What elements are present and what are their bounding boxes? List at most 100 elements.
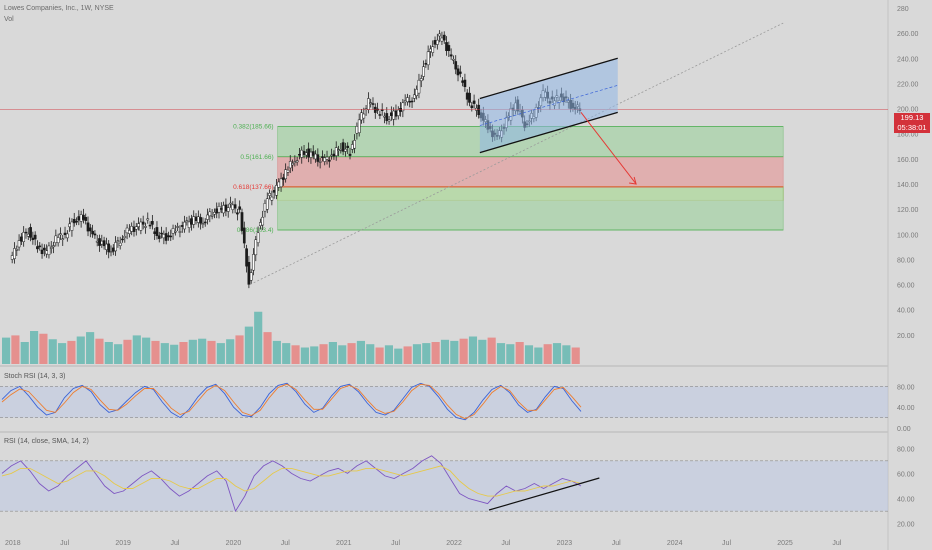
- candle-body: [468, 92, 471, 103]
- channel-lower: [479, 111, 618, 154]
- candle-body: [371, 103, 375, 105]
- volume-bar: [39, 333, 48, 364]
- candle-body: [231, 204, 235, 210]
- candle-body: [415, 89, 419, 96]
- volume-bar: [123, 339, 132, 364]
- candle-body: [33, 234, 37, 240]
- candle-body: [265, 198, 269, 210]
- candle-body: [360, 112, 363, 121]
- last-price-tag: 199.13 05:38:01: [894, 113, 930, 133]
- candle-body: [114, 242, 117, 252]
- bar-countdown: 05:38:01: [897, 123, 927, 132]
- rsi-title[interactable]: RSI (14, close, SMA, 14, 2): [4, 438, 89, 445]
- candle-body: [118, 242, 122, 246]
- volume-bar: [76, 336, 85, 364]
- candle-body: [222, 205, 225, 214]
- volume-bar: [506, 344, 515, 364]
- volume-bar: [67, 340, 76, 364]
- candle-body: [180, 225, 184, 227]
- candle-body: [199, 217, 202, 224]
- candle-body: [321, 156, 324, 158]
- x-tick-label: Jul: [281, 540, 290, 547]
- candle-body: [141, 221, 145, 225]
- candle-body: [463, 79, 467, 88]
- candle-body: [157, 235, 161, 239]
- candle-body: [190, 218, 193, 225]
- candle-body: [54, 235, 58, 243]
- volume-bar: [431, 342, 440, 364]
- volume-bar: [244, 326, 253, 364]
- series-line: [1, 465, 582, 497]
- candle-body: [40, 249, 44, 255]
- candle-body: [316, 154, 320, 162]
- candle-body: [291, 163, 294, 166]
- candle-body: [88, 227, 92, 232]
- volume-bar: [226, 339, 235, 364]
- candle-body: [284, 169, 288, 180]
- candle-body: [440, 37, 444, 42]
- volume-bar: [366, 344, 375, 364]
- candle-body: [383, 115, 386, 118]
- y-tick-label: 120.00: [897, 207, 919, 214]
- candle-body: [20, 236, 23, 242]
- candle-body: [254, 239, 258, 256]
- candle-body: [84, 217, 88, 221]
- series-line: [1, 382, 582, 421]
- candle-body: [123, 235, 127, 238]
- candle-body: [65, 233, 69, 239]
- candle-body: [215, 208, 219, 214]
- candle-body: [196, 216, 200, 223]
- candle-body: [151, 221, 154, 225]
- candle-body: [26, 233, 30, 237]
- y-tick-label: 100.00: [897, 232, 919, 239]
- y-tick-label: 200.00: [897, 107, 919, 114]
- x-tick-label: Jul: [832, 540, 841, 547]
- candle-body: [311, 151, 315, 156]
- volume-bars: [2, 311, 580, 364]
- candle-body: [238, 206, 242, 210]
- candle-body: [63, 232, 67, 236]
- y-tick-label: 20.00: [897, 522, 915, 529]
- candle-body: [424, 63, 428, 65]
- volume-bar: [534, 347, 543, 364]
- candle-body: [277, 181, 281, 188]
- candle-body: [298, 154, 301, 156]
- candle-body: [293, 161, 297, 163]
- volume-bar: [356, 340, 365, 364]
- candle-body: [247, 261, 251, 285]
- candle-body: [82, 214, 85, 220]
- candle-body: [153, 231, 157, 234]
- candle-body: [148, 224, 152, 227]
- symbol-title[interactable]: Lowes Companies, Inc., 1W, NYSE: [4, 5, 114, 12]
- candle-body: [390, 112, 393, 116]
- candle-body: [52, 245, 55, 248]
- stoch-title[interactable]: Stoch RSI (14, 3, 3): [4, 373, 66, 380]
- volume-label: Vol: [4, 16, 14, 23]
- candle-body: [95, 240, 99, 243]
- candle-body: [302, 151, 306, 155]
- candle-body: [56, 237, 60, 244]
- rsi-pane: 80.00 60.00 40.00 20.00: [0, 446, 915, 529]
- x-tick-label: 2019: [115, 540, 131, 547]
- candle-body: [295, 160, 299, 163]
- candle-body: [38, 245, 42, 248]
- candle-body: [330, 154, 333, 157]
- candle-body: [332, 153, 336, 157]
- candle-body: [29, 227, 32, 238]
- volume-bar: [487, 337, 496, 364]
- candle-body: [171, 228, 175, 234]
- candle-body: [116, 240, 120, 242]
- volume-bar: [216, 343, 225, 364]
- volume-bar: [291, 345, 300, 364]
- candle-body: [346, 145, 350, 148]
- candle-body: [17, 240, 21, 248]
- volume-bar: [2, 337, 11, 364]
- candle-body: [22, 232, 26, 242]
- candle-body: [387, 119, 391, 122]
- candle-body: [458, 71, 462, 74]
- volume-bar: [188, 339, 197, 364]
- candle-body: [307, 148, 310, 158]
- candle-body: [68, 223, 71, 228]
- drawings: [0, 22, 888, 285]
